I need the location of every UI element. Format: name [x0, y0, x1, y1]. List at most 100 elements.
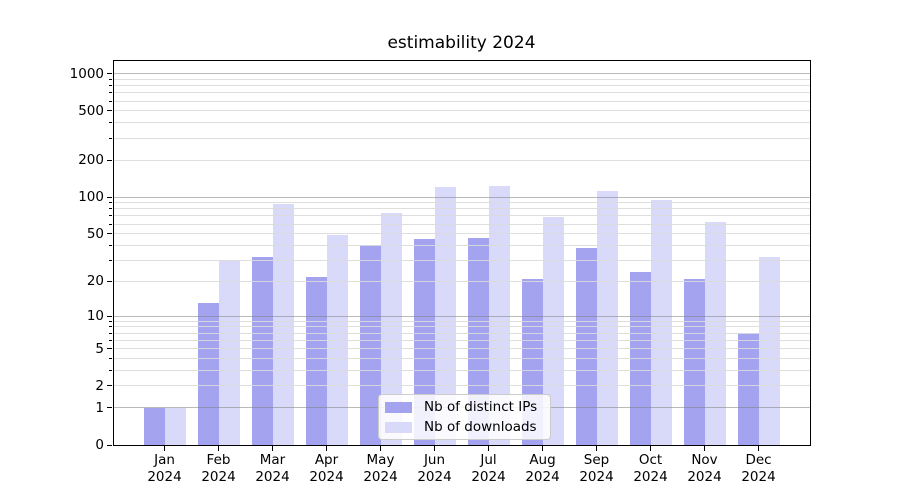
x-tick-mar: [272, 445, 273, 451]
y-minortick-90: [109, 202, 112, 204]
grid-minor-80: [113, 208, 810, 210]
y-tick-100: [107, 196, 112, 198]
grid-minor-800: [113, 85, 810, 87]
x-tick-label-apr: Apr 2024: [309, 452, 344, 485]
x-tick-label-sep: Sep 2024: [579, 452, 614, 485]
bar-distinct-ips-mar: [251, 257, 273, 445]
y-minortick-500: [109, 110, 112, 112]
y-minortick-7: [109, 332, 112, 334]
grid-minor-60: [113, 223, 810, 225]
x-tick-jan: [164, 445, 165, 451]
y-tick-label-50: 50: [86, 225, 104, 242]
y-minortick-3: [109, 370, 112, 371]
y-tick-label-5: 5: [95, 340, 104, 357]
x-tick-label-may: May 2024: [363, 452, 398, 485]
grid-minor-9: [113, 320, 810, 322]
x-tick-may: [380, 445, 381, 451]
y-tick-label-1000: 1000: [69, 65, 104, 82]
bar-downloads-sep: [596, 190, 618, 445]
x-tick-jun: [434, 445, 435, 451]
x-tick-oct: [650, 445, 651, 451]
grid-major-100: [113, 196, 810, 198]
y-minortick-4: [109, 358, 112, 360]
bar-distinct-ips-jul: [467, 238, 489, 445]
x-tick-sep: [596, 445, 597, 451]
legend-swatch-distinct-ips: [385, 401, 412, 413]
y-minortick-300: [109, 137, 112, 139]
y-minortick-600: [109, 100, 112, 102]
grid-minor-900: [113, 78, 810, 80]
x-tick-feb: [218, 445, 219, 451]
y-tick-label-500: 500: [78, 102, 104, 119]
y-tick-10: [107, 315, 112, 317]
grid-minor-3: [113, 370, 810, 371]
legend-swatch-downloads: [385, 421, 412, 433]
y-tick-1: [107, 407, 112, 409]
legend-label-downloads: Nb of downloads: [424, 418, 537, 435]
grid-minor-20: [113, 280, 810, 282]
x-tick-nov: [704, 445, 705, 451]
y-tick-label-0: 0: [95, 437, 104, 453]
y-minortick-70: [109, 215, 112, 217]
bar-downloads-oct: [650, 200, 672, 445]
legend-entry-distinct-ips: Nb of distinct IPs: [385, 398, 540, 415]
x-tick-label-jan: Jan 2024: [147, 452, 182, 485]
bar-distinct-ips-feb: [197, 303, 219, 445]
bar-distinct-ips-nov: [683, 278, 705, 445]
x-tick-label-mar: Mar 2024: [255, 452, 290, 485]
bar-distinct-ips-jun: [413, 239, 435, 445]
legend-entry-downloads: Nb of downloads: [385, 418, 540, 435]
x-tick-label-jul: Jul 2024: [471, 452, 506, 485]
grid-minor-700: [113, 92, 810, 94]
y-minortick-900: [109, 78, 112, 80]
bar-downloads-aug: [542, 217, 564, 445]
bar-distinct-ips-may: [359, 245, 381, 445]
y-minortick-80: [109, 208, 112, 210]
grid-minor-4: [113, 358, 810, 360]
chart-title: estimability 2024: [387, 33, 536, 53]
bar-distinct-ips-dec: [737, 333, 759, 445]
x-tick-jul: [488, 445, 489, 451]
y-tick-0: [107, 444, 112, 446]
bar-downloads-jan: [164, 407, 186, 445]
grid-minor-40: [113, 244, 810, 246]
grid-minor-6: [113, 339, 810, 341]
grid-minor-90: [113, 202, 810, 204]
bar-distinct-ips-sep: [575, 248, 597, 445]
x-tick-label-jun: Jun 2024: [417, 452, 452, 485]
legend-label-distinct-ips: Nb of distinct IPs: [424, 398, 538, 415]
y-minortick-400: [109, 122, 112, 124]
grid-minor-600: [113, 100, 810, 102]
bar-downloads-mar: [272, 203, 294, 445]
legend: Nb of distinct IPs Nb of downloads: [378, 394, 551, 440]
y-tick-label-200: 200: [78, 152, 104, 169]
grid-minor-7: [113, 332, 810, 334]
grid-major-10: [113, 315, 810, 317]
grid-minor-8: [113, 326, 810, 328]
y-minortick-50: [109, 233, 112, 235]
bar-downloads-may: [380, 212, 402, 445]
y-minortick-60: [109, 223, 112, 225]
x-tick-apr: [326, 445, 327, 451]
y-minortick-5: [109, 348, 112, 350]
y-minortick-8: [109, 326, 112, 328]
x-tick-dec: [758, 445, 759, 451]
grid-minor-30: [113, 259, 810, 261]
x-tick-label-dec: Dec 2024: [741, 452, 776, 485]
y-minortick-800: [109, 85, 112, 87]
grid-minor-200: [113, 159, 810, 161]
y-tick-1000: [107, 73, 112, 75]
bar-downloads-jul: [488, 185, 510, 445]
bar-downloads-dec: [758, 257, 780, 445]
y-tick-label-20: 20: [86, 273, 104, 290]
grid-minor-400: [113, 122, 810, 124]
bar-downloads-feb: [218, 260, 240, 445]
x-tick-label-aug: Aug 2024: [525, 452, 560, 485]
bar-downloads-apr: [326, 234, 348, 445]
grid-minor-300: [113, 137, 810, 139]
y-minortick-2: [109, 385, 112, 387]
y-tick-label-2: 2: [95, 377, 104, 394]
y-minortick-40: [109, 244, 112, 246]
x-tick-aug: [542, 445, 543, 451]
y-minortick-700: [109, 92, 112, 94]
